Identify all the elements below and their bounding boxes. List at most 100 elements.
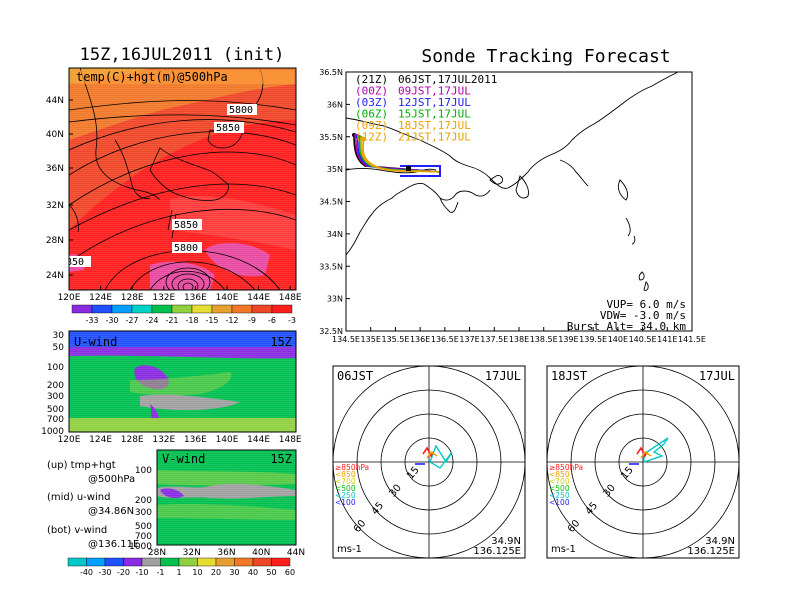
colorbar-swatch (234, 557, 254, 567)
legend-up-sub: @500hPa (88, 474, 135, 485)
colorbar-swatch (86, 557, 106, 567)
sonde-track-line (400, 165, 441, 177)
lat-tick-label: 36.5N (319, 68, 343, 77)
colorbar-label: 50 (266, 568, 276, 577)
colorbar-label: -33 (85, 316, 98, 325)
lon-tick-label: 140E (608, 335, 628, 344)
hodograph-time: 18JST (551, 369, 587, 383)
colorbar-label: -6 (268, 316, 276, 325)
pressure-tick-label: 100 (47, 363, 64, 373)
lon-tick-label: 128E (121, 435, 144, 445)
level-legend-item: <250 (549, 491, 570, 500)
colorbar-swatch (131, 304, 153, 314)
hodograph-trace (636, 446, 648, 458)
level-legend-item: <500 (549, 484, 570, 493)
temperature-map: 5800 5850 5850 5800 5850 (69, 68, 296, 290)
colorbar-label: -9 (248, 316, 256, 325)
level-legend-item: <700 (549, 477, 570, 486)
hodograph-unit: ms-1 (551, 544, 576, 555)
contour-label: 5850 (174, 220, 198, 231)
colorbar-label: -24 (145, 316, 158, 325)
launch-time-jst: 18JST,17JUL (398, 119, 471, 132)
lon-tick-label: 136.5E (431, 335, 459, 344)
launch-time-jst: 12JST,17JUL (398, 96, 471, 109)
launch-time-z: (06Z) (355, 108, 388, 121)
lon-tick-label: 120E (58, 293, 81, 303)
lat-tick-label: 33.5N (319, 262, 343, 271)
lon-tick-label: 139E (558, 335, 578, 344)
colorbar-label: -30 (105, 316, 118, 325)
colorbar-label: -3 (288, 316, 296, 325)
contour-label: 5800 (174, 243, 198, 254)
launch-time-z: (21Z) (355, 73, 388, 86)
launch-site-marker (406, 166, 411, 171)
vup-text: VUP= 6.0 m/s (607, 298, 686, 311)
lat-tick-label: 33N (327, 295, 343, 304)
colorbar-swatch (252, 557, 272, 567)
lon-tick-label: 141E (657, 335, 677, 344)
colorbar-swatch (251, 304, 273, 314)
lon-tick-label: 140E (216, 293, 239, 303)
legend-up: (up) tmp+hgt (47, 460, 116, 471)
pressure-tick-label: 300 (47, 392, 64, 402)
colorbar-label: -18 (185, 316, 198, 325)
legend-mid-sub: @34.86N (88, 506, 134, 517)
lon-tick-label: 136E (410, 335, 430, 344)
launch-time-z: (03Z) (355, 96, 388, 109)
launch-time-z: (00Z) (355, 85, 388, 98)
lon-tick-label: 136E (184, 435, 207, 445)
lon-tick-label: 144E (247, 435, 270, 445)
lat-tick-label: 40N (46, 130, 64, 140)
colorbar-swatch (171, 304, 193, 314)
vdw-text: VDW= -3.0 m/s (600, 309, 686, 322)
pressure-tick-label: 200 (47, 381, 64, 391)
uwind-time: 15Z (270, 335, 292, 349)
pressure-tick-label: 30 (53, 331, 65, 341)
lon-tick-label: 137.5E (480, 335, 508, 344)
level-legend-item: ≥850hPa (335, 463, 369, 472)
level-legend-item: <100 (549, 498, 570, 507)
left-title: 15Z,16JUL2011 (init) (80, 45, 285, 65)
hodograph-date: 17JUL (485, 369, 521, 383)
level-legend-item: <500 (335, 484, 356, 493)
hodograph-lat: 34.9N (491, 536, 521, 547)
lat-tick-label: 34.5N (319, 198, 343, 207)
level-legend-item: <850 (335, 470, 356, 479)
colorbar-label: -12 (225, 316, 238, 325)
colorbar-swatch (211, 304, 233, 314)
launch-time-z: (12Z) (355, 131, 388, 144)
pressure-tick-label: 500 (47, 405, 64, 415)
hodograph-date: 17JUL (699, 369, 735, 383)
legend-bot: (bot) v-wind (47, 525, 107, 536)
lon-tick-label: 120E (58, 435, 81, 445)
colorbar-swatch (141, 557, 161, 567)
colorbar-swatch (151, 304, 173, 314)
pressure-tick-label: 1000 (41, 427, 64, 437)
lon-tick-label: 148E (279, 435, 302, 445)
lon-tick-label: 124E (89, 435, 112, 445)
lon-tick-label: 124E (89, 293, 112, 303)
colorbar-swatch (271, 557, 291, 567)
lon-tick-label: 141.5E (678, 335, 706, 344)
lat-tick-label: 28N (148, 548, 166, 558)
lat-tick-label: 35N (327, 165, 343, 174)
level-legend-item: ≥850hPa (549, 463, 583, 472)
hodograph-lat: 34.9N (705, 536, 735, 547)
colorbar-label: -30 (98, 568, 111, 577)
launch-time-z: (09Z) (355, 119, 388, 132)
colorbar-label: 10 (192, 568, 202, 577)
hodograph-trace (422, 446, 434, 458)
colorbar-swatch (271, 304, 293, 314)
colorbar-label: 30 (229, 568, 239, 577)
colorbar-swatch (111, 304, 133, 314)
lat-tick-label: 28N (46, 236, 64, 246)
lon-tick-label: 139.5E (579, 335, 607, 344)
lon-tick-label: 128E (121, 293, 144, 303)
uwind-panel (69, 331, 296, 432)
colorbar-swatch (215, 557, 235, 567)
hodograph-trace (426, 451, 438, 459)
lat-tick-label: 36N (217, 548, 235, 558)
pressure-tick-label: 200 (135, 496, 152, 506)
colorbar-label: -20 (117, 568, 130, 577)
launch-time-jst: 15JST,17JUL (398, 108, 471, 121)
